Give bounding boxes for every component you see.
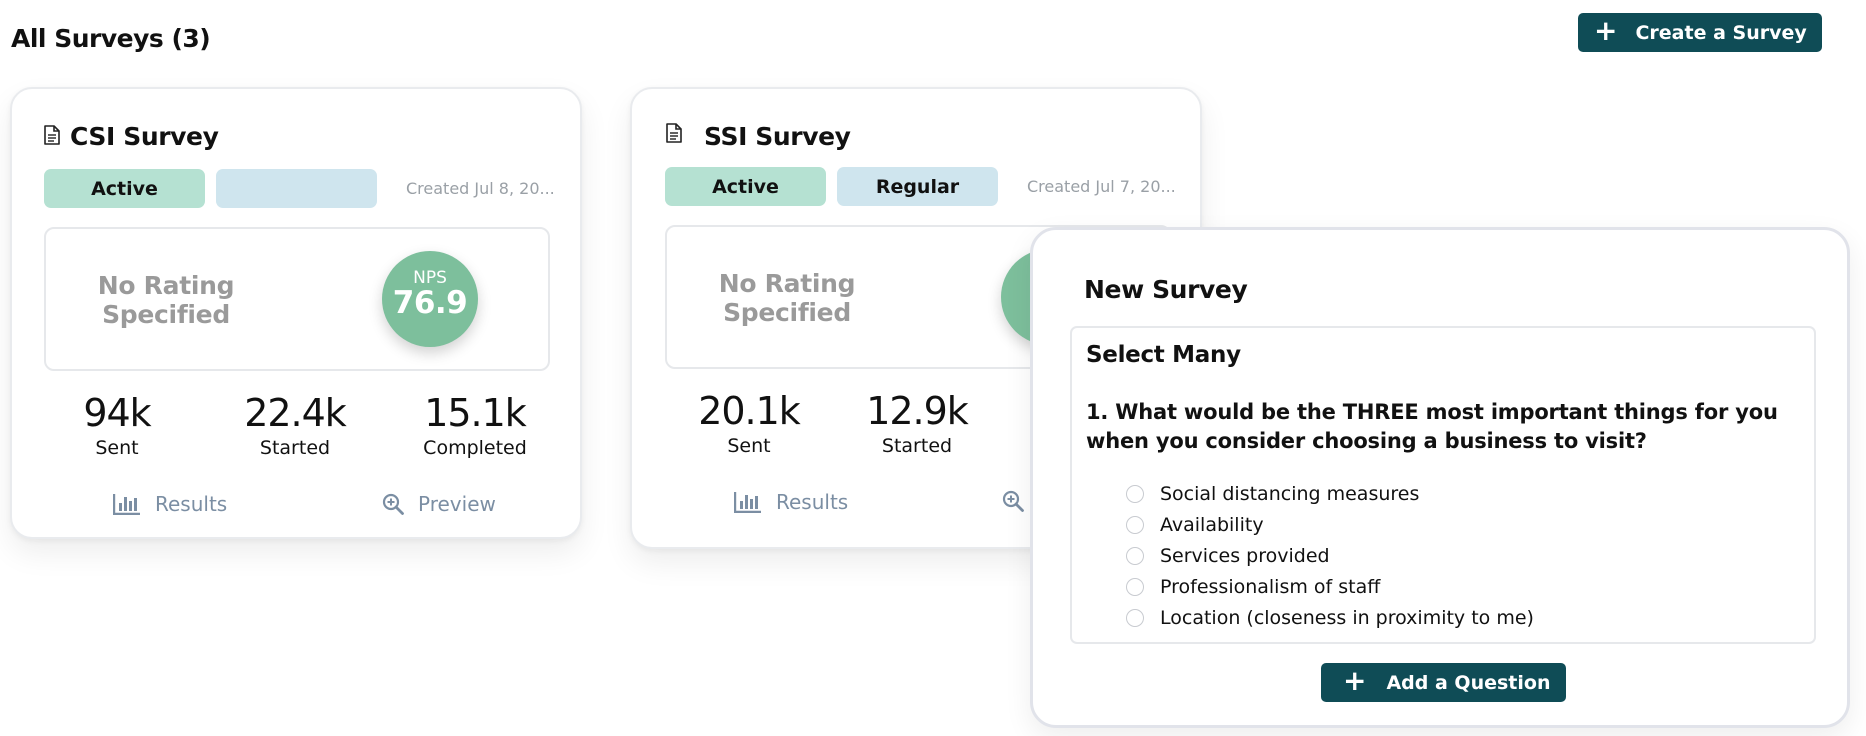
option-item[interactable]: Professionalism of staff — [1126, 571, 1534, 602]
radio-button[interactable] — [1126, 515, 1144, 534]
stat-label: Sent — [727, 435, 771, 457]
option-label: Location (closeness in proximity to me) — [1160, 606, 1534, 629]
option-label: Services provided — [1160, 544, 1330, 567]
results-link[interactable]: Results — [113, 492, 227, 516]
option-item[interactable]: Social distancing measures — [1126, 478, 1534, 509]
stat-label: Completed — [423, 437, 527, 459]
survey-card-csi[interactable]: CSI Survey Active Created Jul 8, 20... N… — [10, 87, 582, 539]
zoom-in-icon — [1002, 490, 1024, 512]
stat-label: Started — [259, 437, 331, 459]
nps-value: 76.9 — [392, 285, 468, 321]
option-item[interactable]: Availability — [1126, 509, 1534, 540]
bar-chart-icon — [734, 492, 761, 513]
rating-text: No Rating Specified — [718, 269, 856, 327]
stat-label: Started — [881, 435, 953, 457]
option-label: Professionalism of staff — [1160, 575, 1381, 598]
question-text: 1. What would be the THREE most importan… — [1086, 400, 1778, 453]
results-label: Results — [776, 490, 849, 514]
stat-sent: 20.1k Sent — [674, 389, 824, 457]
rating-text: No Rating Specified — [97, 271, 235, 329]
question-box[interactable]: Select Many 1. What would be the THREE m… — [1070, 326, 1816, 644]
create-survey-button[interactable]: + Create a Survey — [1578, 13, 1822, 52]
status-badge: Active — [665, 167, 826, 206]
survey-title: CSI Survey — [70, 122, 219, 151]
created-date: Created Jul 7, 20... — [1027, 177, 1176, 196]
stat-value: 15.1k — [424, 391, 527, 435]
options-list: Social distancing measures Availability … — [1126, 478, 1534, 633]
option-label: Social distancing measures — [1160, 482, 1420, 505]
type-badge: Regular — [837, 167, 998, 206]
stat-value: 94k — [83, 391, 151, 435]
bar-chart-icon — [113, 494, 140, 515]
create-survey-label: Create a Survey — [1635, 21, 1807, 44]
stat-label: Sent — [95, 437, 139, 459]
radio-button[interactable] — [1126, 577, 1144, 596]
option-item[interactable]: Services provided — [1126, 540, 1534, 571]
results-label: Results — [155, 492, 228, 516]
nps-badge: NPS 76.9 — [382, 251, 478, 347]
type-badge — [216, 169, 377, 208]
new-survey-panel: New Survey Select Many 1. What would be … — [1030, 227, 1850, 728]
plus-icon: + — [1343, 664, 1367, 697]
preview-link[interactable] — [1002, 490, 1038, 512]
preview-link[interactable]: Preview — [382, 492, 496, 516]
add-question-label: Add a Question — [1386, 671, 1551, 694]
stat-value: 20.1k — [698, 389, 801, 433]
document-icon — [666, 123, 682, 143]
plus-icon: + — [1594, 14, 1618, 47]
created-date: Created Jul 8, 20... — [406, 179, 555, 198]
option-item[interactable]: Location (closeness in proximity to me) — [1126, 602, 1534, 633]
results-link[interactable]: Results — [734, 490, 848, 514]
zoom-in-icon — [382, 493, 404, 515]
survey-title: SSI Survey — [704, 122, 851, 151]
radio-button[interactable] — [1126, 608, 1144, 627]
stat-completed: 15.1k Completed — [400, 391, 550, 459]
question-type: Select Many — [1086, 342, 1241, 368]
stat-started: 22.4k Started — [220, 391, 370, 459]
panel-title: New Survey — [1084, 275, 1248, 304]
stat-started: 12.9k Started — [842, 389, 992, 457]
option-label: Availability — [1160, 513, 1264, 536]
radio-button[interactable] — [1126, 484, 1144, 503]
stat-value: 22.4k — [244, 391, 347, 435]
preview-label: Preview — [418, 492, 496, 516]
nps-label: NPS — [413, 268, 447, 288]
radio-button[interactable] — [1126, 546, 1144, 565]
stat-value: 12.9k — [866, 389, 969, 433]
stat-sent: 94k Sent — [42, 391, 192, 459]
document-icon — [44, 125, 60, 145]
status-badge: Active — [44, 169, 205, 208]
page-title: All Surveys (3) — [11, 24, 211, 53]
rating-box: No Rating Specified NPS 76.9 — [44, 227, 550, 371]
add-question-button[interactable]: + Add a Question — [1321, 663, 1566, 702]
